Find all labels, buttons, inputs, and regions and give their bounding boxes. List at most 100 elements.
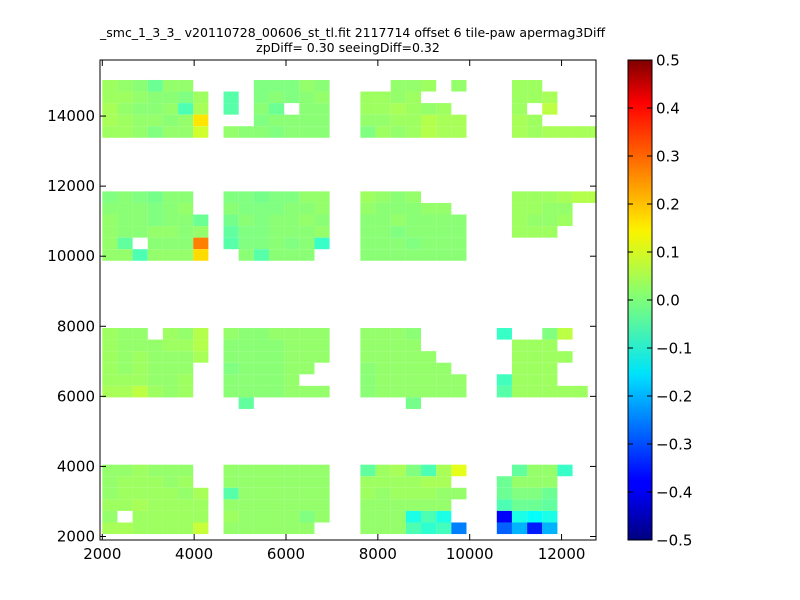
heatmap-cell xyxy=(451,374,467,386)
heatmap-cell xyxy=(527,499,543,511)
heatmap-cell xyxy=(527,522,543,535)
heatmap-cell xyxy=(375,385,391,398)
heatmap-cell xyxy=(178,374,194,386)
heatmap-cell xyxy=(375,339,391,352)
heatmap-cell xyxy=(299,339,315,352)
heatmap-cell xyxy=(421,476,437,488)
heatmap-cell xyxy=(147,464,163,477)
heatmap-cell xyxy=(269,374,285,386)
heatmap-cell xyxy=(451,114,467,127)
heatmap-cell xyxy=(147,339,163,352)
heatmap-cell xyxy=(421,499,437,511)
heatmap-cell xyxy=(527,339,543,352)
heatmap-cell xyxy=(405,385,422,398)
heatmap-cell xyxy=(178,91,194,104)
heatmap-cell xyxy=(162,362,179,375)
heatmap-cell xyxy=(253,226,270,238)
heatmap-cell xyxy=(436,522,452,535)
heatmap-cell xyxy=(193,339,209,352)
heatmap-cell xyxy=(527,214,543,227)
heatmap-cell xyxy=(421,385,437,398)
heatmap-cell xyxy=(117,362,133,375)
heatmap-cell xyxy=(375,103,391,115)
colorbar-tick-label: 0.5 xyxy=(656,52,680,70)
heatmap-cell xyxy=(284,328,300,340)
heatmap-cell xyxy=(162,214,179,227)
heatmap-cell xyxy=(405,351,422,363)
heatmap-cell xyxy=(527,510,543,523)
heatmap-cell xyxy=(421,362,437,375)
heatmap-cell xyxy=(238,362,254,375)
heatmap-cell xyxy=(223,351,239,363)
heatmap-cell xyxy=(360,522,376,535)
heatmap-cell xyxy=(299,114,315,127)
heatmap-cell xyxy=(147,226,163,238)
heatmap-cell xyxy=(314,114,330,127)
heatmap-cell xyxy=(436,226,452,238)
heatmap-cell xyxy=(314,237,330,250)
heatmap-cell xyxy=(253,499,270,511)
heatmap-cell xyxy=(360,103,376,115)
heatmap-cell xyxy=(572,126,588,138)
plot-frame xyxy=(99,59,597,541)
heatmap-cell xyxy=(390,79,406,92)
x-axis: 2000 4000 6000 8000 10000 12000 xyxy=(83,60,585,563)
heatmap-cell xyxy=(102,362,118,375)
heatmap-cell xyxy=(405,237,422,250)
heatmap-cell xyxy=(511,202,528,215)
heatmap-cell xyxy=(147,487,163,500)
heatmap-cell xyxy=(132,362,148,375)
heatmap-cell xyxy=(117,214,133,227)
heatmap-cell xyxy=(527,351,543,363)
heatmap-cell xyxy=(117,339,133,352)
colorbar-tick-label: −0.4 xyxy=(656,484,692,502)
heatmap-cell xyxy=(527,191,543,203)
heatmap-cell xyxy=(405,362,422,375)
heatmap-cell xyxy=(253,249,270,261)
heatmap-cell xyxy=(117,126,133,138)
heatmap-cell xyxy=(527,385,543,398)
heatmap-cell xyxy=(299,226,315,238)
heatmap-cell xyxy=(299,487,315,500)
heatmap-cell xyxy=(542,214,558,227)
heatmap-cell xyxy=(102,385,118,398)
heatmap-cell xyxy=(253,362,270,375)
heatmap-cell xyxy=(269,476,285,488)
heatmap-cell xyxy=(587,126,596,138)
heatmap-cell xyxy=(299,499,315,511)
heatmap-cell xyxy=(117,499,133,511)
heatmap-cell xyxy=(253,214,270,227)
heatmap-cell xyxy=(253,351,270,363)
heatmap-cell xyxy=(178,476,194,488)
heatmap-cell xyxy=(223,202,239,215)
heatmap-cell xyxy=(147,237,163,250)
heatmap-cell xyxy=(238,126,254,138)
heatmap-cell xyxy=(284,202,300,215)
y-tick-label: 12000 xyxy=(47,177,95,195)
heatmap-cell xyxy=(102,126,118,138)
heatmap-cell xyxy=(436,237,452,250)
heatmap-cell xyxy=(421,522,437,535)
heatmap-cell xyxy=(102,202,118,215)
heatmap-cell xyxy=(253,114,270,127)
heatmap-cell xyxy=(375,126,391,138)
y-axis: 2000 4000 6000 8000 10000 12000 14000 xyxy=(47,107,596,545)
heatmap-cell xyxy=(162,328,179,340)
heatmap-cell xyxy=(421,126,437,138)
heatmap-cell xyxy=(132,191,148,203)
heatmap-cell xyxy=(390,202,406,215)
heatmap-cell xyxy=(436,362,452,375)
heatmap-cell xyxy=(269,79,285,92)
heatmap-cell xyxy=(390,114,406,127)
heatmap-cell xyxy=(284,487,300,500)
heatmap-cell xyxy=(223,226,239,238)
heatmap-cell xyxy=(223,339,239,352)
heatmap-cell xyxy=(147,510,163,523)
heatmap-cell xyxy=(284,114,300,127)
heatmap-cell xyxy=(527,202,543,215)
heatmap-cell xyxy=(390,126,406,138)
heatmap-cell xyxy=(223,237,239,250)
heatmap-cell xyxy=(238,499,254,511)
heatmap-cell xyxy=(390,362,406,375)
heatmap-cell xyxy=(390,237,406,250)
